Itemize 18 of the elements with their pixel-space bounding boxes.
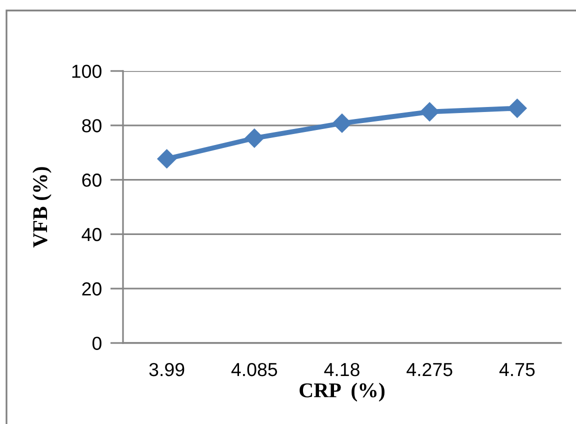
x-axis-title: CRP (%) xyxy=(300,382,384,402)
point xyxy=(420,102,440,122)
point xyxy=(244,128,264,148)
point xyxy=(507,98,528,118)
x-tick-label: 3.99 xyxy=(149,362,184,376)
y-tick-label: 0 xyxy=(92,336,102,350)
y-tick-label: 60 xyxy=(82,174,102,187)
y-tick-label: 40 xyxy=(82,228,102,242)
point xyxy=(332,113,352,134)
x-tick-label: 4.75 xyxy=(499,363,535,376)
x-tick-label: 4.085 xyxy=(231,362,278,376)
y-axis-title: VFB (%) xyxy=(32,167,52,248)
point xyxy=(156,149,177,169)
x-tick-label: 4.275 xyxy=(406,362,452,376)
x-tick-label: 4.18 xyxy=(324,362,360,376)
y-tick-label: 100 xyxy=(72,64,102,78)
y-tick-label: 80 xyxy=(82,119,102,132)
y-tick-label: 20 xyxy=(82,282,102,296)
